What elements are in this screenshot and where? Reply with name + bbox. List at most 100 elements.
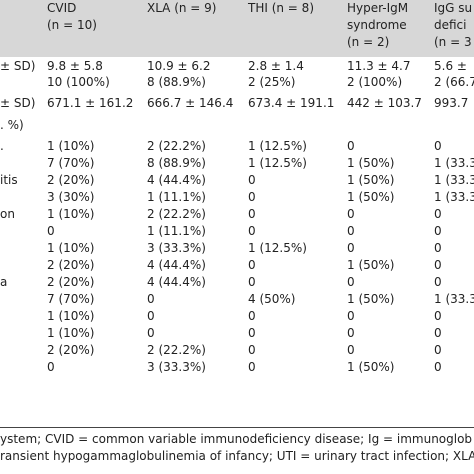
column-header-thi: THI (n = 8): [248, 0, 314, 17]
column-header-xla: XLA (n = 9): [147, 0, 217, 17]
table-cell: 1 (50%): [347, 360, 395, 374]
row-label: ± SD): [0, 59, 36, 73]
table-cell: 2 (25%): [248, 75, 296, 89]
table-cell: 1 (12.5%): [248, 139, 307, 153]
table-cell: 3 (30%): [47, 190, 95, 204]
table-cell: 0: [47, 224, 55, 238]
table-cell: 2 (20%): [47, 343, 95, 357]
table-cell: 4 (50%): [248, 292, 296, 306]
table-cell: 673.4 ± 191.1: [248, 96, 335, 110]
table-cell: 0: [434, 326, 442, 340]
table-cell: 1 (10%): [47, 241, 95, 255]
table-cell: 4 (44.4%): [147, 275, 206, 289]
table-cell: 0: [248, 343, 256, 357]
table-cell: 1 (33.3: [434, 156, 474, 170]
table-cell: 1 (10%): [47, 309, 95, 323]
table-cell: 1 (33.3: [434, 292, 474, 306]
column-header-line: IgG su: [434, 1, 473, 15]
table-cell: 0: [248, 207, 256, 221]
table-cell: 3 (33.3%): [147, 241, 206, 255]
table-cell: 0: [434, 360, 442, 374]
table-cell: 0: [434, 224, 442, 238]
row-label: .: [0, 139, 4, 153]
table-cell: 0: [434, 309, 442, 323]
table-bottom-rule: [0, 427, 474, 428]
table-cell: 2 (20%): [47, 275, 95, 289]
table-cell: 0: [434, 139, 442, 153]
table-cell: 2 (66.7: [434, 75, 474, 89]
table-cell: 1 (10%): [47, 139, 95, 153]
table-cell: 2 (22.2%): [147, 207, 206, 221]
table-cell: 2 (22.2%): [147, 139, 206, 153]
row-label: itis: [0, 173, 18, 187]
table-cell: 1 (50%): [347, 173, 395, 187]
column-header-line: Hyper-IgM: [347, 1, 409, 15]
table-cell: 442 ± 103.7: [347, 96, 422, 110]
column-header-line: XLA (n = 9): [147, 1, 217, 15]
table-cell: 0: [47, 360, 55, 374]
table-cell: 5.6 ±: [434, 59, 467, 73]
table-cell: 0: [248, 360, 256, 374]
table-cell: 1 (11.1%): [147, 224, 206, 238]
table-cell: 0: [248, 258, 256, 272]
table-cell: 0: [347, 241, 355, 255]
table-cell: 4 (44.4%): [147, 173, 206, 187]
table-cell: 993.7: [434, 96, 469, 110]
table-cell: 0: [248, 190, 256, 204]
table-cell: 0: [347, 326, 355, 340]
table-cell: 1 (50%): [347, 190, 395, 204]
table-cell: 1 (10%): [47, 326, 95, 340]
table-cell: 11.3 ± 4.7: [347, 59, 411, 73]
table-cell: 0: [248, 173, 256, 187]
column-header-line: defici: [434, 18, 467, 32]
column-header-line: (n = 3: [434, 35, 472, 49]
table-cell: 2 (100%): [347, 75, 403, 89]
table-cell: 1 (33.3: [434, 190, 474, 204]
table-cell: 1 (12.5%): [248, 156, 307, 170]
table-cell: 2 (20%): [47, 173, 95, 187]
column-header-line: syndrome: [347, 18, 407, 32]
table-cell: 0: [147, 326, 155, 340]
table-cell: 0: [347, 139, 355, 153]
table-cell: 0: [248, 224, 256, 238]
column-header-line: (n = 10): [47, 18, 97, 32]
table-cell: 0: [347, 224, 355, 238]
table-cell: 2.8 ± 1.4: [248, 59, 304, 73]
table-cell: 0: [248, 275, 256, 289]
table-cell: 671.1 ± 161.2: [47, 96, 134, 110]
column-header-cvid: CVID (n = 10): [47, 0, 97, 34]
table-cell: 1 (10%): [47, 207, 95, 221]
table-cell: 0: [434, 207, 442, 221]
row-label: a: [0, 275, 8, 289]
table-cell: 2 (20%): [47, 258, 95, 272]
table-cell: 1 (50%): [347, 258, 395, 272]
table-cell: 4 (44.4%): [147, 258, 206, 272]
footnote-line-2: ransient hypogammaglobulinemia of infanc…: [0, 449, 474, 463]
row-label: ± SD): [0, 96, 36, 110]
column-header-line: CVID: [47, 1, 77, 15]
table-cell: 8 (88.9%): [147, 75, 206, 89]
table-cell: 3 (33.3%): [147, 360, 206, 374]
column-header-hyper-igm: Hyper-IgM syndrome (n = 2): [347, 0, 408, 51]
footnote-line-1: ystem; CVID = common variable immunodefi…: [0, 432, 473, 446]
table-cell: 8 (88.9%): [147, 156, 206, 170]
table-cell: 0: [248, 309, 256, 323]
column-header-igg-subclass: IgG su defici (n = 3: [434, 0, 472, 51]
table-cell: 0: [434, 241, 442, 255]
column-header-line: (n = 2): [347, 35, 390, 49]
table-cell: 1 (50%): [347, 292, 395, 306]
table-cell: 9.8 ± 5.8: [47, 59, 103, 73]
table-cell: 10 (100%): [47, 75, 110, 89]
table-cell: 10.9 ± 6.2: [147, 59, 211, 73]
row-label: on: [0, 207, 15, 221]
table-cell: 1 (50%): [347, 156, 395, 170]
table-cell: 0: [347, 309, 355, 323]
table-cell: 0: [434, 258, 442, 272]
table-cell: 7 (70%): [47, 292, 95, 306]
table-cell: 666.7 ± 146.4: [147, 96, 234, 110]
table-cell: 1 (12.5%): [248, 241, 307, 255]
table-cell: 0: [434, 343, 442, 357]
table-cell: 0: [147, 309, 155, 323]
table-cell: 1 (11.1%): [147, 190, 206, 204]
table-cell: 2 (22.2%): [147, 343, 206, 357]
